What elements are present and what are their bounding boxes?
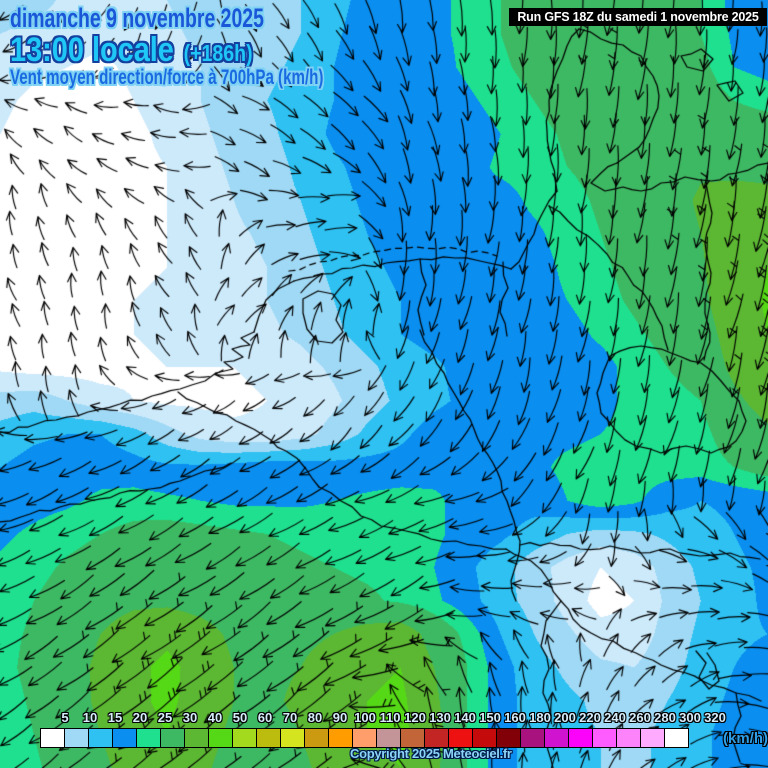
legend-cell [448,728,473,748]
legend-tick: 30 [182,710,198,725]
legend-tick: 300 [679,710,701,725]
legend-cell [376,728,401,748]
legend-cell [136,728,161,748]
legend-cell [568,728,593,748]
legend-tick: 120 [404,710,426,725]
legend-tick: 260 [629,710,651,725]
legend-cell [328,728,353,748]
legend-cell [664,728,689,748]
wind-speed-legend: 5 10 15 20 25 30 40 50 60 70 80 90 100 110 120 130 140 15… [40,710,750,752]
legend-tick: 50 [232,710,248,725]
legend-tick: 110 [379,710,401,725]
legend-tick: 70 [282,710,298,725]
legend-cell [352,728,377,748]
legend-cell [64,728,89,748]
legend-cell [280,728,305,748]
legend-tick: 100 [354,710,376,725]
legend-cell [400,728,425,748]
legend-tick: 60 [257,710,273,725]
copyright-label: Copyright 2025 Meteociel.fr [350,746,512,761]
legend-cell [160,728,185,748]
legend-tick: 20 [132,710,148,725]
legend-tick: 200 [554,710,576,725]
legend-tick: 160 [504,710,526,725]
legend-cell [112,728,137,748]
legend-cell [304,728,329,748]
legend-tick: 240 [604,710,626,725]
legend-tick: 130 [429,710,451,725]
legend-tick: 140 [454,710,476,725]
legend-tick: 150 [479,710,501,725]
legend-cell [184,728,209,748]
legend-color-cells [40,728,689,748]
legend-cell [640,728,665,748]
legend-tick: 90 [332,710,348,725]
legend-tick: 25 [157,710,173,725]
legend-tick: 15 [107,710,123,725]
legend-cell [424,728,449,748]
legend-cell [544,728,569,748]
legend-tick: 220 [579,710,601,725]
legend-tick: 5 [61,710,69,725]
legend-tick: 10 [82,710,98,725]
legend-cell [208,728,233,748]
legend-tick: 180 [529,710,551,725]
legend-cell [88,728,113,748]
legend-tick-labels: 5 10 15 20 25 30 40 50 60 70 80 90 100 110 120 130 140 15… [40,710,750,726]
legend-cell [472,728,497,748]
legend-tick: 280 [654,710,676,725]
legend-unit-label: (km/h) [723,730,768,747]
legend-tick: 320 [704,710,726,725]
legend-cell [40,728,65,748]
legend-cell [496,728,521,748]
legend-cell [616,728,641,748]
legend-cell [232,728,257,748]
legend-cell [256,728,281,748]
legend-tick: 80 [307,710,323,725]
legend-tick: 40 [207,710,223,725]
legend-cell [592,728,617,748]
model-run-info-bar: Run GFS 18Z du samedi 1 novembre 2025 [509,8,767,26]
legend-cell [520,728,545,748]
